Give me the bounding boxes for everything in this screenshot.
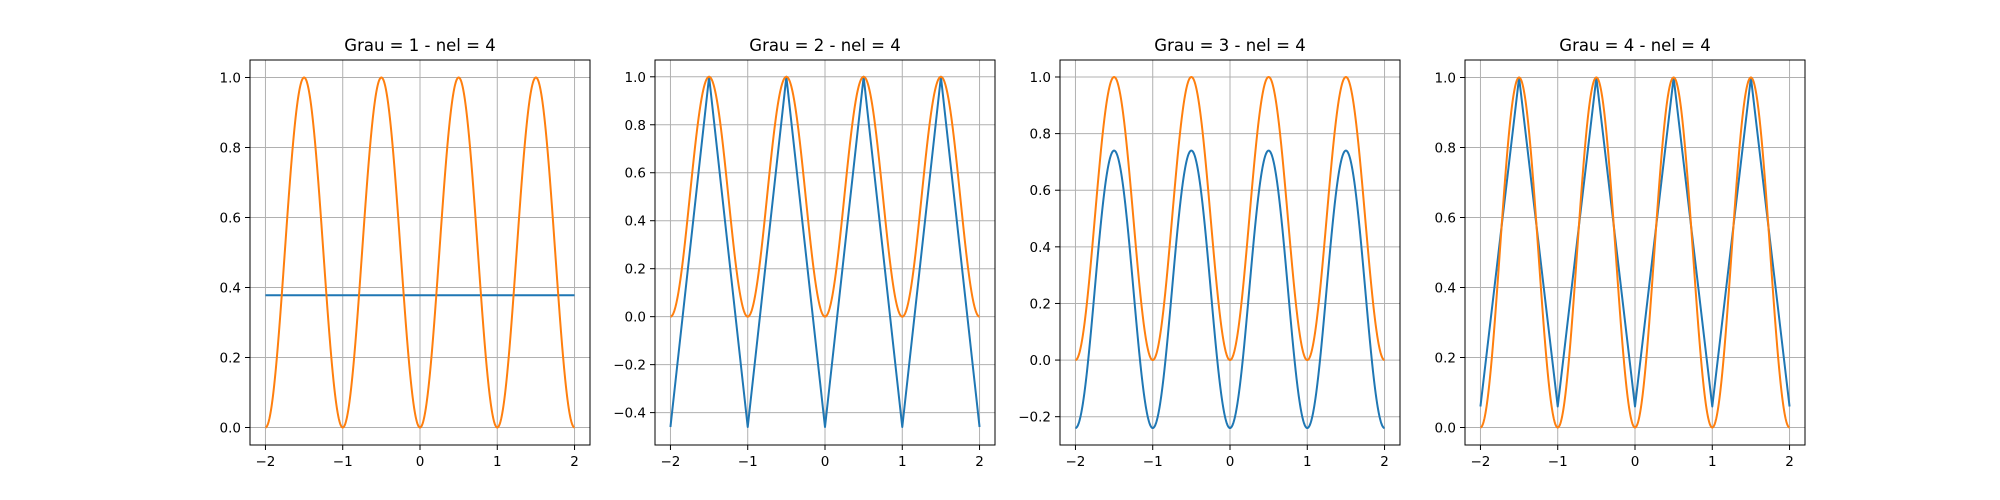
y-tick-label: 0.2 (1435, 351, 1456, 367)
x-tick-label: 1 (1303, 454, 1312, 470)
x-tick-label: 2 (1380, 454, 1389, 470)
y-tick-label: −0.2 (1018, 410, 1051, 426)
x-tick-label: 0 (1226, 454, 1235, 470)
y-tick-label: 0.8 (1030, 127, 1051, 143)
x-tick-label: 2 (975, 454, 984, 470)
y-tick-label: 0.8 (220, 141, 241, 157)
x-tick-label: −2 (661, 454, 681, 470)
y-tick-label: 0.4 (220, 281, 241, 297)
x-tick-label: −1 (738, 454, 758, 470)
chart-title: Grau = 2 - nel = 4 (749, 36, 900, 55)
chart-title: Grau = 3 - nel = 4 (1154, 36, 1305, 55)
x-tick-label: 1 (493, 454, 502, 470)
y-tick-label: −0.2 (613, 358, 646, 374)
y-tick-label: 0.2 (625, 262, 646, 278)
y-tick-label: 1.0 (1030, 70, 1051, 86)
subplot-4: −2 −1 0 1 2 0.0 0.2 0.4 0.6 0.8 1.0 Grau = 4 - nel … (1435, 36, 1806, 470)
y-tick-label: 1.0 (1435, 71, 1456, 87)
y-tick-label: −0.4 (613, 406, 646, 422)
chart-title: Grau = 4 - nel = 4 (1559, 36, 1710, 55)
series-line-exact (1074, 75, 1386, 362)
y-tick-label: 0.4 (1435, 281, 1456, 297)
x-tick-label: 2 (1785, 454, 1794, 470)
y-tick-label: 0.6 (220, 211, 241, 227)
y-tick-label: 0.4 (625, 214, 646, 230)
y-tick-label: 0.0 (625, 310, 646, 326)
x-tick-label: −2 (1471, 454, 1491, 470)
x-tick-label: 0 (416, 454, 425, 470)
x-tick-label: 0 (821, 454, 830, 470)
x-tick-label: −1 (1548, 454, 1568, 470)
subplot-1: −2 −1 0 1 2 0.0 0.2 0.4 0.6 0.8 1.0 Grau = 1 - nel … (220, 36, 591, 470)
x-tick-label: 1 (1708, 454, 1717, 470)
x-tick-label: 2 (570, 454, 579, 470)
x-tick-label: −2 (1066, 454, 1086, 470)
subplot-2: −2 −1 0 1 2 −0.4 −0.2 0.0 0.2 0.4 0.6 0.8 1.0 Grau = … (613, 36, 996, 470)
x-tick-label: 0 (1631, 454, 1640, 470)
x-tick-label: −2 (256, 454, 276, 470)
x-tick-label: 1 (898, 454, 907, 470)
series-line-approximation (669, 75, 981, 429)
subplot-3: −2 −1 0 1 2 −0.2 0.0 0.2 0.4 0.6 0.8 1.0 Grau = 3 - … (1018, 36, 1401, 470)
x-tick-label: −1 (1143, 454, 1163, 470)
series-line-exact (669, 75, 981, 318)
y-tick-label: 0.0 (1030, 353, 1051, 369)
y-tick-label: 0.6 (625, 166, 646, 182)
x-tick-label: −1 (333, 454, 353, 470)
y-tick-label: 0.8 (1435, 141, 1456, 157)
y-tick-label: 0.6 (1435, 211, 1456, 227)
y-tick-label: 0.0 (1435, 421, 1456, 437)
y-tick-label: 0.8 (625, 118, 646, 134)
y-tick-label: 0.4 (1030, 240, 1051, 256)
series-line-exact (1479, 76, 1791, 429)
y-tick-label: 0.0 (220, 421, 241, 437)
y-tick-label: 0.6 (1030, 183, 1051, 199)
series-line-exact (264, 76, 576, 429)
y-tick-label: 0.2 (220, 351, 241, 367)
series-line-approximation (1074, 149, 1386, 430)
y-tick-label: 0.2 (1030, 296, 1051, 312)
y-tick-label: 1.0 (625, 70, 646, 86)
y-tick-label: 1.0 (220, 71, 241, 87)
series-line-approximation (1479, 76, 1791, 408)
chart-title: Grau = 1 - nel = 4 (344, 36, 495, 55)
